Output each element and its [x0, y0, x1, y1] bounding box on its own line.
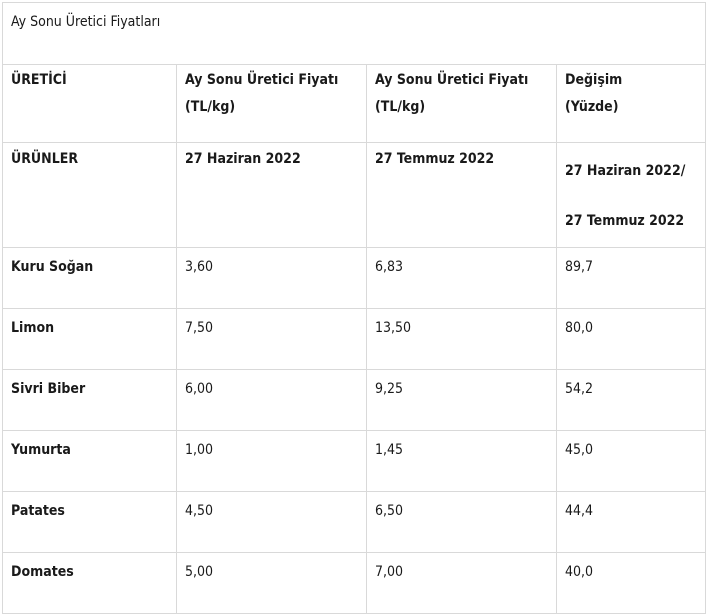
july-price: 6,83 [366, 247, 557, 309]
header-row: ÜRETİCİ Ay Sonu Üretici Fiyatı (TL/kg) A… [2, 64, 707, 143]
header-june-price-label: Ay Sonu Üretici Fiyatı [185, 72, 339, 88]
july-price: 9,25 [366, 369, 557, 431]
date-row: ÜRÜNLER 27 Haziran 2022 27 Temmuz 2022 2… [2, 142, 707, 248]
product-name: Sivri Biber [2, 369, 177, 431]
product-name: Kuru Soğan [2, 247, 177, 309]
header-change-unit: (Yüzde) [565, 99, 619, 115]
change-percent: 40,0 [555, 552, 707, 614]
change-percent: 54,2 [555, 369, 707, 431]
date-june: 27 Haziran 2022 [176, 142, 367, 248]
product-name: Patates [2, 491, 177, 553]
product-name: Domates [2, 552, 177, 614]
product-name: Limon [2, 308, 177, 370]
product-name: Yumurta [2, 430, 177, 492]
change-percent: 45,0 [555, 430, 707, 492]
change-percent: 89,7 [555, 247, 707, 309]
table-row: Limon 7,50 13,50 80,0 [2, 308, 707, 370]
header-july-price-unit: (TL/kg) [375, 99, 426, 115]
header-june-price-unit: (TL/kg) [185, 99, 236, 115]
header-change: Değişim (Yüzde) [555, 64, 707, 143]
july-price: 13,50 [366, 308, 557, 370]
header-june-price: Ay Sonu Üretici Fiyatı (TL/kg) [176, 64, 367, 143]
table-title: Ay Sonu Üretici Fiyatları [1, 2, 707, 65]
table-row: Sivri Biber 6,00 9,25 54,2 [2, 369, 707, 431]
header-change-label: Değişim [565, 72, 623, 88]
june-price: 5,00 [176, 552, 367, 614]
june-price: 6,00 [176, 369, 367, 431]
table-row: Patates 4,50 6,50 44,4 [2, 491, 707, 553]
products-label: ÜRÜNLER [2, 142, 177, 248]
change-percent: 44,4 [555, 491, 707, 553]
date-range-end: 27 Temmuz 2022 [565, 213, 685, 229]
table-row: Yumurta 1,00 1,45 45,0 [2, 430, 707, 492]
change-percent: 80,0 [555, 308, 707, 370]
header-july-price: Ay Sonu Üretici Fiyatı (TL/kg) [366, 64, 557, 143]
header-july-price-label: Ay Sonu Üretici Fiyatı [375, 72, 529, 88]
table-title-row: Ay Sonu Üretici Fiyatları [1, 2, 707, 65]
date-july: 27 Temmuz 2022 [366, 142, 557, 248]
june-price: 7,50 [176, 308, 367, 370]
june-price: 4,50 [176, 491, 367, 553]
june-price: 3,60 [176, 247, 367, 309]
july-price: 1,45 [366, 430, 557, 492]
table-row: Kuru Soğan 3,60 6,83 89,7 [2, 247, 707, 309]
june-price: 1,00 [176, 430, 367, 492]
header-producer: ÜRETİCİ [2, 64, 177, 143]
table-row: Domates 5,00 7,00 40,0 [2, 552, 707, 614]
july-price: 6,50 [366, 491, 557, 553]
date-range-start: 27 Haziran 2022/ [565, 163, 686, 179]
date-range: 27 Haziran 2022/ 27 Temmuz 2022 [555, 142, 707, 248]
july-price: 7,00 [366, 552, 557, 614]
